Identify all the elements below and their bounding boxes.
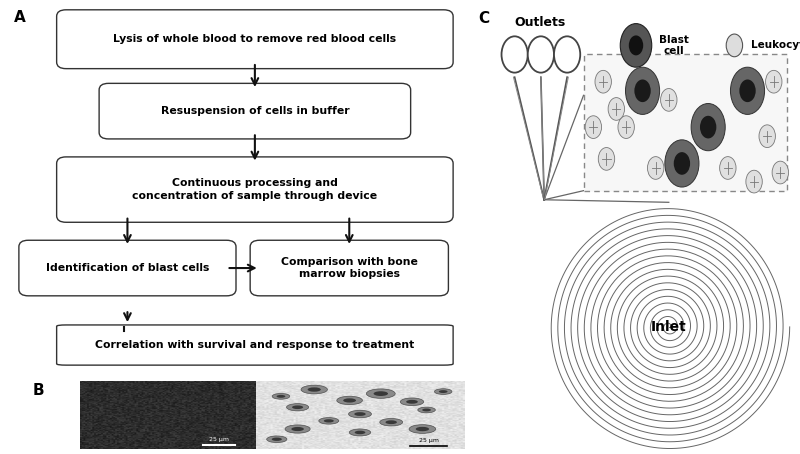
Text: Outlets: Outlets [514,16,566,29]
Circle shape [386,420,397,424]
Circle shape [422,409,431,411]
Circle shape [349,410,371,418]
Circle shape [772,161,789,184]
Circle shape [285,425,310,433]
Text: Identification of blast cells: Identification of blast cells [46,263,209,273]
Circle shape [766,70,782,93]
Circle shape [324,419,334,423]
Circle shape [286,404,309,411]
Circle shape [759,125,775,148]
Circle shape [746,170,762,193]
Text: Lysis of whole blood to remove red blood cells: Lysis of whole blood to remove red blood… [114,34,397,44]
FancyBboxPatch shape [19,240,236,296]
Circle shape [308,387,321,392]
Circle shape [272,438,282,441]
Circle shape [726,34,742,57]
Circle shape [620,24,652,67]
Circle shape [292,405,303,409]
Circle shape [434,389,452,395]
Circle shape [301,385,327,394]
Circle shape [350,429,370,436]
Text: Blast
cell: Blast cell [659,35,689,56]
FancyBboxPatch shape [57,325,453,365]
Circle shape [618,116,634,138]
Circle shape [337,396,362,405]
Circle shape [665,140,699,187]
Circle shape [554,36,580,73]
Circle shape [739,79,756,102]
Circle shape [720,157,736,179]
FancyBboxPatch shape [250,240,448,296]
Circle shape [595,70,611,93]
Circle shape [272,394,290,399]
Circle shape [366,389,395,398]
Circle shape [406,400,418,404]
Circle shape [608,98,625,120]
FancyBboxPatch shape [583,54,787,191]
Text: B: B [33,383,45,398]
Text: Resuspension of cells in buffer: Resuspension of cells in buffer [161,106,349,116]
Circle shape [291,427,304,431]
Circle shape [700,116,716,138]
Circle shape [691,104,726,151]
Text: A: A [14,10,26,25]
Circle shape [354,412,366,416]
Circle shape [416,427,429,431]
Text: Comparison with bone
marrow biopsies: Comparison with bone marrow biopsies [281,257,418,279]
Circle shape [528,36,554,73]
Circle shape [674,152,690,175]
Circle shape [380,419,402,426]
FancyBboxPatch shape [57,157,453,222]
Circle shape [418,407,435,413]
Circle shape [319,418,338,424]
Circle shape [634,79,650,102]
Circle shape [439,390,447,393]
Circle shape [409,424,436,434]
Circle shape [661,89,677,111]
Circle shape [598,148,614,170]
FancyBboxPatch shape [57,10,453,69]
Text: C: C [478,11,490,26]
Circle shape [647,157,664,179]
Circle shape [400,398,424,405]
Text: 25 μm: 25 μm [418,438,438,443]
Text: Inlet: Inlet [651,320,686,334]
Circle shape [502,36,528,73]
Circle shape [354,431,366,434]
Circle shape [343,398,356,403]
Circle shape [266,436,287,443]
Circle shape [374,391,388,396]
Circle shape [277,395,286,398]
Circle shape [626,67,660,114]
FancyBboxPatch shape [99,84,410,139]
Circle shape [585,116,602,138]
Text: Leukocyte: Leukocyte [750,40,800,50]
Circle shape [730,67,765,114]
Text: Correlation with survival and response to treatment: Correlation with survival and response t… [95,340,414,350]
Text: Continuous processing and
concentration of sample through device: Continuous processing and concentration … [132,178,378,201]
Text: 25 μm: 25 μm [209,437,229,442]
Circle shape [629,35,643,55]
